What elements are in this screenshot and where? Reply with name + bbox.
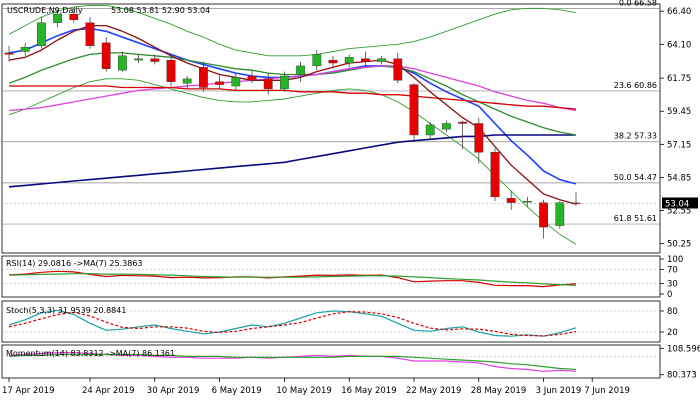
bearish-candle	[85, 22, 95, 46]
date-tick-label: 10 May 2019	[276, 386, 331, 396]
stoch-axis: 80 20	[660, 307, 678, 338]
bullish-candle	[296, 65, 305, 75]
bearish-candle	[4, 52, 14, 55]
indicator-line	[8, 270, 577, 288]
bullish-candle	[134, 58, 143, 61]
bollinger-lower	[8, 78, 577, 245]
indicator-tick-label: 0	[667, 290, 672, 300]
indicator-tick-label: 80.373	[667, 371, 697, 381]
bearish-candle	[506, 198, 516, 203]
bearish-candle	[539, 202, 549, 228]
price-tick-label: 57.15	[667, 140, 691, 150]
indicator-tick-label: 20	[667, 328, 678, 338]
bearish-candle	[101, 42, 111, 69]
momentum-axis: 108.5963 80.373	[660, 344, 700, 381]
date-tick-label: 28 May 2019	[471, 386, 526, 396]
momentum-label: Momentum(14) 83.8312 ->MA(7) 86.1361	[6, 349, 175, 358]
bullish-candle	[182, 78, 192, 84]
last-price-tag: 53.04	[662, 197, 698, 210]
price-tick-label: 52.55	[667, 207, 691, 217]
bullish-candle	[37, 22, 46, 46]
date-tick-label: 17 Apr 2019	[2, 386, 55, 396]
momentum-panel: Momentum(14) 83.8312 ->MA(7) 86.1361 108…	[1, 344, 700, 381]
date-tick-label: 22 May 2019	[406, 386, 461, 396]
bearish-candle	[409, 84, 419, 136]
price-tick-label: 59.45	[667, 107, 691, 117]
date-axis[interactable]: 17 Apr 2019 24 Apr 2019 30 Apr 2019 6 May 2…	[2, 378, 630, 396]
bullish-candle	[117, 55, 127, 71]
rsi-label: RSI(14) 29.0816 ->MA(7) 25.3863	[6, 259, 143, 268]
bullish-candle	[312, 54, 322, 67]
bearish-candle	[458, 121, 467, 124]
bearish-candle	[215, 81, 224, 85]
indicator-line	[8, 273, 577, 286]
bullish-candle	[442, 123, 451, 130]
bearish-candle	[361, 58, 370, 62]
date-tick-label: 24 Apr 2019	[82, 386, 135, 396]
fib-label: 38.2 57.33	[614, 132, 657, 141]
fib-label: 61.8 51.61	[614, 214, 657, 223]
price-axis[interactable]: 50.25 52.55 54.85 57.15 59.45 61.75 64.10 66.40	[660, 7, 691, 250]
bollinger-upper	[8, 4, 577, 57]
bearish-candle	[166, 59, 176, 82]
ohlc-label: 53.08 53.81 52.90 53.04	[111, 6, 210, 15]
stoch-label: Stoch(5,3,3) 31.9539 20.8841	[6, 306, 126, 315]
indicator-tick-label: 70	[667, 266, 678, 276]
date-tick-label: 3 Jun 2019	[536, 386, 582, 396]
bearish-candle	[393, 58, 403, 81]
bullish-candle	[555, 202, 565, 226]
fib-label: 0.0 66.58	[619, 0, 657, 8]
bullish-candle	[425, 124, 435, 136]
indicator-line	[8, 353, 577, 371]
bearish-candle	[69, 13, 79, 21]
bearish-candle	[263, 78, 273, 90]
moving-average-line	[8, 65, 577, 112]
date-tick-label: 7 Jun 2019	[584, 386, 630, 396]
indicator-tick-label: 30	[667, 280, 678, 290]
moving-average-line	[9, 85, 577, 110]
bearish-candle	[328, 59, 338, 64]
bollinger-bands	[8, 4, 577, 245]
indicator-tick-label: 100	[667, 255, 683, 265]
date-tick-label: 16 May 2019	[341, 386, 396, 396]
fib-label: 50.0 54.47	[614, 173, 657, 182]
price-tick-label: 64.10	[667, 40, 691, 50]
bearish-candle	[150, 58, 160, 62]
indicator-line	[8, 311, 577, 337]
stochastic-panel: Stoch(5,3,3) 31.9539 20.8841 80 20	[1, 300, 678, 343]
price-tick-label: 54.85	[667, 173, 691, 183]
bearish-candle	[247, 75, 257, 81]
indicator-tick-label: 108.5963	[667, 344, 700, 354]
candlesticks	[2, 8, 660, 239]
bullish-candle	[377, 58, 386, 62]
price-panel: 0.0 66.58 23.6 60.86 38.2 57.33 50.0 54.47 6…	[1, 0, 698, 254]
bullish-candle	[231, 77, 241, 87]
bullish-candle	[523, 200, 532, 203]
bullish-candle	[20, 46, 30, 52]
bearish-candle	[198, 67, 208, 88]
fibonacci-levels: 0.0 66.58 23.6 60.86 38.2 57.33 50.0 54.47 6…	[2, 0, 660, 225]
symbol-label: USCRUDE,N9,Daily	[7, 6, 83, 15]
last-price-value: 53.04	[665, 200, 689, 210]
bearish-candle	[474, 123, 484, 153]
bullish-candle	[280, 75, 289, 90]
date-tick-label: 30 Apr 2019	[147, 386, 200, 396]
price-tick-label: 50.25	[667, 240, 691, 250]
indicator-line	[8, 309, 577, 337]
indicator-tick-label: 80	[667, 307, 678, 317]
date-tick-label: 6 May 2019	[212, 386, 262, 396]
price-tick-label: 66.40	[667, 7, 691, 17]
price-tick-label: 61.75	[667, 74, 691, 84]
fib-label: 23.6 60.86	[614, 81, 657, 90]
bullish-candle	[344, 57, 354, 64]
bearish-candle	[490, 152, 500, 198]
bullish-candle	[53, 13, 63, 23]
